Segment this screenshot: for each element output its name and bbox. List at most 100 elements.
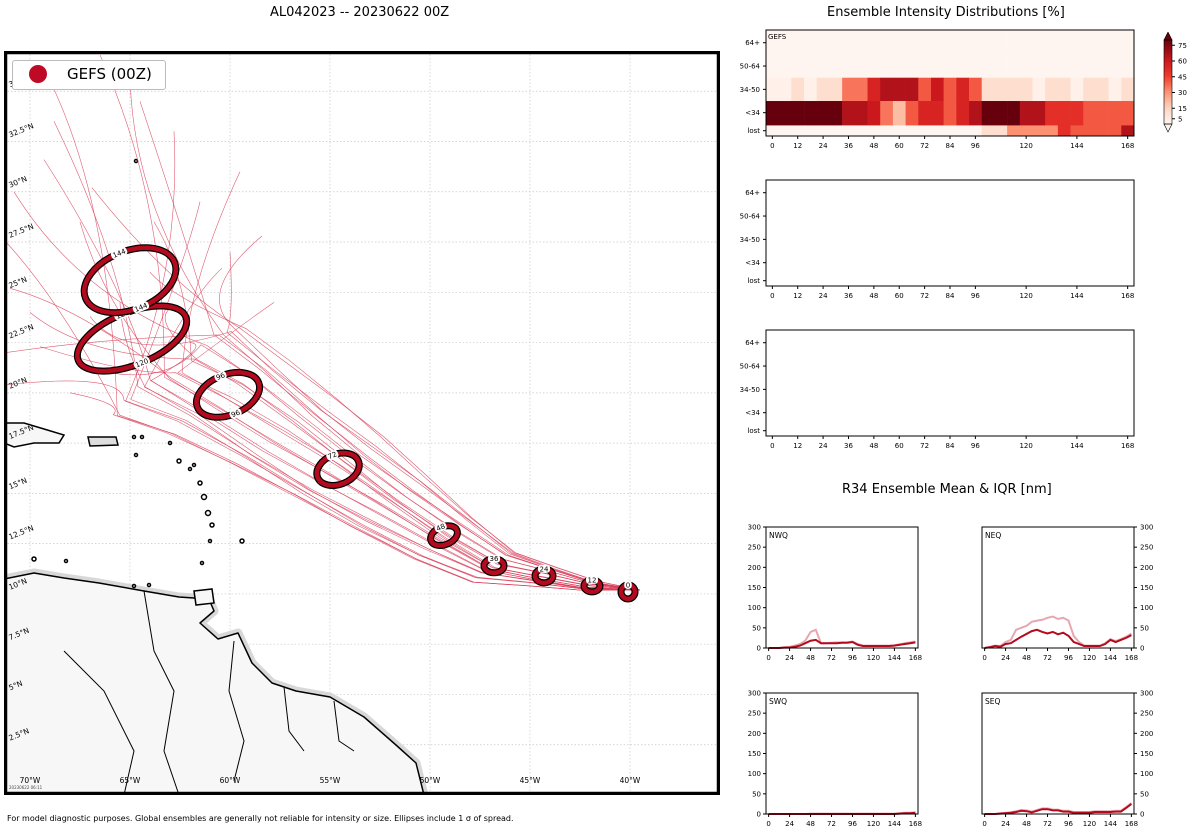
ellipse-48h: 48 — [427, 522, 461, 549]
ellipse-12h: 12 — [580, 575, 604, 596]
heat-cell — [1070, 54, 1084, 78]
x-tick-label: 168 — [1121, 142, 1134, 150]
intensity-colorbar: 5 15 30 45 60 75 — [1163, 32, 1187, 133]
y-tick-label: 64+ — [745, 39, 760, 47]
heat-cell — [1019, 77, 1033, 102]
heat-cell — [1070, 101, 1084, 126]
heat-cell — [1007, 77, 1021, 102]
y-tick-label: 50-64 — [740, 363, 761, 371]
heat-cell — [1083, 125, 1097, 137]
heat-cell — [930, 125, 944, 137]
heat-cell — [943, 101, 957, 126]
intensity-title: Ensemble Intensity Distributions [%] — [827, 5, 1065, 20]
colorbar-extend-top — [1163, 32, 1173, 41]
heat-cell — [981, 30, 995, 55]
x-tick-label: 12 — [793, 442, 802, 450]
heat-cell — [905, 30, 919, 55]
heat-cell — [994, 101, 1008, 126]
heat-cell — [918, 77, 932, 102]
heat-cell — [994, 54, 1008, 78]
lat-tick-label: 27.5°N — [7, 222, 35, 240]
heat-cell — [766, 30, 779, 55]
heat-cell — [1007, 54, 1021, 78]
plot-frame — [765, 329, 1135, 437]
heat-cell — [867, 125, 881, 137]
y-tick-label: 250 — [748, 710, 761, 718]
heat-cell — [1032, 125, 1046, 137]
x-tick-label: 24 — [1001, 654, 1010, 660]
heat-cell — [791, 101, 805, 126]
heat-cell — [1057, 77, 1071, 102]
x-tick-label: 60 — [895, 142, 904, 150]
y-tick-label: 100 — [748, 604, 761, 612]
heat-cell — [766, 77, 779, 102]
plot-frame — [765, 526, 919, 649]
heat-cell — [943, 54, 957, 78]
heat-cell — [791, 77, 805, 102]
heat-cell — [1095, 30, 1109, 55]
ensemble-track — [139, 101, 641, 591]
heat-cell — [1083, 54, 1097, 78]
heat-cell — [930, 101, 944, 126]
heat-cell — [930, 77, 944, 102]
heat-cell — [867, 30, 881, 55]
r34-mean-line — [984, 803, 1133, 815]
heat-cell — [1108, 101, 1122, 126]
heat-cell — [1019, 101, 1033, 126]
colorbar-extend-bottom — [1163, 123, 1173, 133]
x-tick-label: 120 — [1083, 654, 1096, 660]
ellipse-24h: 24 — [531, 564, 557, 587]
heat-cell — [1007, 101, 1021, 126]
x-tick-label: 72 — [920, 142, 929, 150]
x-tick-label: 24 — [785, 654, 794, 660]
heat-cell — [1083, 101, 1097, 126]
x-tick-label: 24 — [819, 292, 828, 300]
quadrant-label: NEQ — [985, 531, 1001, 540]
x-tick-label: 36 — [844, 442, 853, 450]
x-tick-label: 168 — [1121, 442, 1134, 450]
heat-cell — [905, 77, 919, 102]
y-tick-label: lost — [747, 277, 760, 285]
colorbar-tick-label: 15 — [1178, 105, 1187, 113]
heat-cell — [766, 54, 779, 78]
heat-cell — [1032, 101, 1046, 126]
heat-cell — [969, 77, 983, 102]
x-tick-label: 96 — [848, 654, 857, 660]
x-tick-label: 36 — [844, 292, 853, 300]
y-tick-label: 150 — [1140, 750, 1153, 758]
ensemble-track — [226, 252, 641, 591]
quadrant-label: NWQ — [769, 531, 788, 540]
heat-cell — [930, 30, 944, 55]
x-tick-label: 120 — [1019, 142, 1032, 150]
y-tick-label: 300 — [1140, 690, 1153, 698]
heat-cell — [1057, 125, 1071, 137]
heat-cell — [1083, 30, 1097, 55]
heat-cell — [816, 54, 830, 78]
x-tick-label: 96 — [1064, 654, 1073, 660]
x-tick-label: 144 — [888, 654, 902, 660]
quadrant-label: SEQ — [985, 697, 1000, 706]
lon-tick-label: 50°W — [420, 776, 441, 785]
heat-cell — [892, 77, 906, 102]
forecast-hour-label-bg — [488, 554, 500, 563]
heat-cell — [816, 101, 830, 126]
forecast-hour-label-bg — [434, 522, 447, 533]
r34-title: R34 Ensemble Mean & IQR [nm] — [842, 482, 1052, 497]
forecast-hour-label-bg — [624, 580, 632, 589]
heat-cell — [943, 77, 957, 102]
x-tick-label: 0 — [766, 654, 770, 660]
x-tick-label: 48 — [806, 654, 815, 660]
plot-frame — [765, 692, 919, 815]
heat-cell — [1019, 54, 1033, 78]
heat-cell — [981, 125, 995, 137]
heat-cell — [829, 54, 843, 78]
heat-cell — [981, 101, 995, 126]
lat-tick-label: 22.5°N — [7, 322, 35, 340]
x-tick-label: 0 — [770, 142, 774, 150]
y-tick-label: 0 — [757, 645, 761, 653]
heat-cell — [1121, 30, 1135, 55]
heat-cell — [943, 125, 957, 137]
heat-cell — [1121, 125, 1135, 137]
plot-frame — [981, 692, 1135, 815]
